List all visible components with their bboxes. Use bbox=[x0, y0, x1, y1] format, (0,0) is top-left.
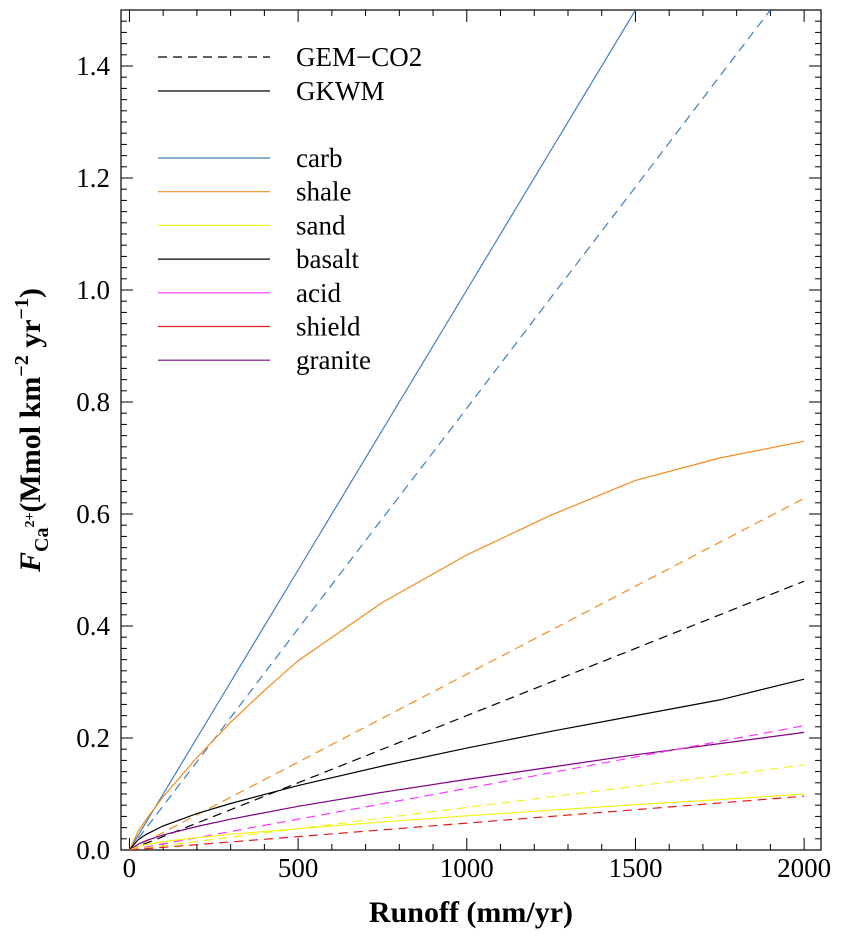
series-line-basalt-dashed bbox=[129, 580, 805, 850]
legend-label: acid bbox=[296, 278, 341, 308]
y-tick-label: 1.4 bbox=[76, 51, 110, 81]
series-line-basalt-solid bbox=[128, 678, 805, 850]
y-tick-label: 0.6 bbox=[76, 499, 110, 529]
plot-frame bbox=[120, 9, 822, 851]
y-tick-label: 1.0 bbox=[76, 275, 110, 305]
x-tick-label: 500 bbox=[278, 853, 319, 883]
y-tick-label: 0.8 bbox=[76, 387, 110, 417]
legend-label: granite bbox=[296, 345, 371, 375]
legend-label: carb bbox=[296, 143, 342, 173]
legend-label: shield bbox=[296, 312, 361, 342]
series-layer bbox=[128, 10, 805, 850]
series-line-shield-dashed bbox=[129, 795, 805, 850]
y-tick-label: 1.2 bbox=[76, 163, 110, 193]
y-tick-label: 0.4 bbox=[76, 611, 110, 641]
series-line-granite-solid bbox=[129, 731, 805, 850]
legend-label: basalt bbox=[296, 244, 359, 274]
y-axis-title-exp2: −1 bbox=[11, 298, 33, 319]
x-axis-title: Runoff (mm/yr) bbox=[369, 896, 573, 929]
y-axis-title-subscript: Ca bbox=[31, 527, 53, 551]
x-tick-label: 0 bbox=[123, 853, 137, 883]
legend-label: GEM−CO2 bbox=[296, 42, 422, 72]
y-tick-label: 0.2 bbox=[76, 723, 110, 753]
y-axis-title-mid: yr bbox=[14, 319, 47, 355]
axis-ticks: 0 500 1000 1500 2000 0.0 0.2 0.4 0.6 0.8 1.0 1.2 1.4 bbox=[76, 9, 831, 883]
y-axis-title-superscript: 2+ bbox=[23, 512, 38, 527]
series-line-carb-solid bbox=[128, 10, 637, 850]
y-tick-label: 0.0 bbox=[76, 835, 110, 865]
x-tick-label: 1500 bbox=[608, 853, 662, 883]
series-line-sand-dashed bbox=[129, 764, 805, 850]
y-axis-title-prefix: F bbox=[14, 552, 47, 573]
legend-label: GKWM bbox=[296, 76, 385, 106]
y-axis-title: FCa2+(Mmol km−2 yr−1) bbox=[11, 288, 53, 573]
legend-label: sand bbox=[296, 210, 346, 240]
x-tick-label: 2000 bbox=[777, 853, 831, 883]
y-axis-title-exp1: −2 bbox=[11, 355, 33, 376]
y-axis-title-close: ) bbox=[14, 288, 47, 298]
series-line-shale-dashed bbox=[129, 497, 805, 850]
x-tick-label: 1000 bbox=[440, 853, 494, 883]
series-line-carb-dashed bbox=[128, 10, 771, 850]
series-line-shale-solid bbox=[128, 440, 805, 850]
y-axis-title-text: (Mmol km bbox=[14, 377, 47, 513]
legend-label: shale bbox=[296, 177, 351, 207]
series-line-acid-dashed bbox=[129, 725, 805, 850]
